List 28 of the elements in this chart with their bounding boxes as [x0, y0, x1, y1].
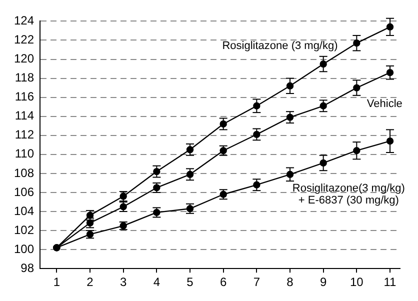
y-tick-label: 120	[14, 52, 34, 66]
y-tick-label: 114	[14, 108, 34, 123]
series-label: Rosiglitazone(3 mg/kg) + E-6837 (30 mg/kg)	[292, 182, 405, 207]
series-label: Rosiglitazone (3 mg/kg)	[222, 40, 338, 52]
x-tick-label: 5	[186, 275, 194, 290]
y-tick-label: 108	[14, 166, 34, 180]
x-tick-label: 9	[320, 275, 327, 290]
series-label: Vehicle	[366, 98, 402, 110]
y-tick-label: 98	[20, 260, 34, 275]
x-tick-label: 7	[253, 275, 260, 290]
y-tick-label: 122	[14, 32, 34, 47]
y-tick-label: 104	[14, 204, 34, 218]
x-tick-label: 2	[86, 275, 94, 290]
x-tick-label: 10	[350, 275, 364, 290]
x-tick-label: 8	[286, 275, 294, 290]
y-tick-label: 110	[14, 146, 34, 161]
x-tick-label: 3	[120, 275, 128, 290]
y-tick-label: 116	[14, 90, 34, 104]
y-tick-label: 124	[14, 14, 34, 28]
y-tick-label: 102	[14, 222, 34, 237]
x-tick-label: 6	[220, 275, 227, 290]
y-tick-label: 112	[14, 128, 34, 142]
y-tick-label: 100	[14, 242, 34, 256]
x-tick-label: 4	[153, 275, 160, 290]
x-tick-label: 11	[384, 275, 397, 290]
y-tick-label: 118	[14, 70, 34, 85]
x-tick-label: 1	[53, 275, 60, 290]
y-tick-label: 106	[14, 184, 34, 199]
